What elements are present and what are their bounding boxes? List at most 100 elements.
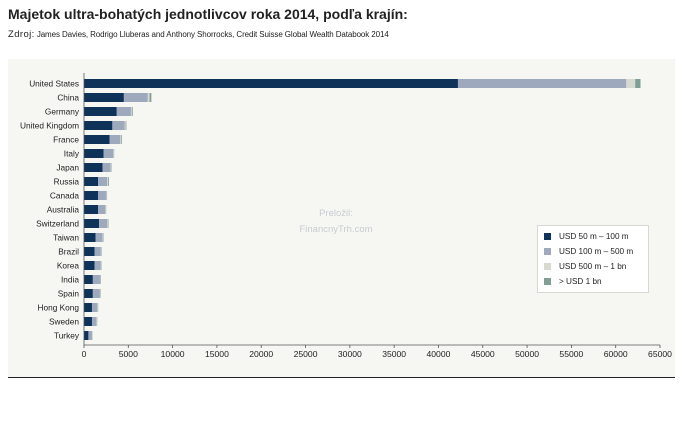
category-label-sweden: Sweden	[49, 317, 79, 327]
bar-spain-usd-50-m-100-m	[84, 289, 93, 298]
bar-china-usd-1-bn	[149, 93, 152, 102]
bar-korea-usd-100-m-500-m	[94, 261, 101, 270]
bar-korea-usd-50-m-100-m	[84, 261, 95, 270]
bar-china-usd-100-m-500-m	[123, 93, 148, 102]
bar-india-usd-1-bn	[100, 275, 101, 284]
category-label-canada: Canada	[50, 191, 79, 201]
bar-united-states-usd-500-m-1-bn	[626, 79, 636, 88]
category-label-australia: Australia	[47, 205, 80, 215]
bar-india-usd-100-m-500-m	[92, 275, 100, 284]
bar-spain-usd-100-m-500-m	[92, 289, 100, 298]
legend-label: USD 100 m – 500 m	[559, 247, 634, 256]
chart-legend: USD 50 m – 100 m USD 100 m – 500 m USD 500…	[537, 225, 649, 293]
bar-russia-usd-1-bn	[107, 177, 109, 186]
bar-switzerland-usd-100-m-500-m	[99, 219, 108, 228]
bar-russia-usd-50-m-100-m	[84, 177, 99, 186]
x-tick-label: 30000	[338, 349, 362, 359]
bar-united-states-usd-50-m-100-m	[84, 79, 458, 88]
category-label-india: India	[61, 275, 79, 285]
legend-label: > USD 1 bn	[559, 277, 602, 286]
bar-france-usd-100-m-500-m	[109, 135, 121, 144]
legend-item-usd-500-m-1-bn: USD 500 m – 1 bn	[544, 261, 626, 272]
bar-japan-usd-100-m-500-m	[102, 163, 111, 172]
legend-item-usd-50-m-100-m: USD 50 m – 100 m	[544, 231, 629, 242]
category-label-korea: Korea	[57, 261, 80, 271]
bottom-rule	[8, 377, 675, 378]
category-label-hong-kong: Hong Kong	[37, 303, 79, 313]
chart-source: Zdroj: James Davies, Rodrigo Lluberas an…	[8, 29, 389, 40]
category-label-china: China	[57, 93, 79, 103]
bar-united-kingdom-usd-1-bn	[125, 121, 127, 130]
bar-hong-kong-usd-50-m-100-m	[84, 303, 92, 312]
bar-switzerland-usd-50-m-100-m	[84, 219, 100, 228]
watermark-line-2: FinancnyTrh.com	[299, 224, 373, 235]
x-tick-label: 35000	[382, 349, 406, 359]
x-tick-label: 65000	[648, 349, 672, 359]
bar-russia-usd-500-m-1-bn	[107, 177, 108, 186]
bar-china-usd-500-m-1-bn	[147, 93, 150, 102]
bar-united-states-usd-100-m-500-m	[457, 79, 627, 88]
x-tick-label: 25000	[294, 349, 318, 359]
x-tick-label: 50000	[515, 349, 539, 359]
bar-taiwan-usd-50-m-100-m	[84, 233, 96, 242]
legend-label: USD 500 m – 1 bn	[559, 262, 627, 271]
bar-united-kingdom-usd-50-m-100-m	[84, 121, 113, 130]
bar-france-usd-1-bn	[121, 135, 122, 144]
bar-taiwan-usd-100-m-500-m	[95, 233, 103, 242]
bar-australia-usd-50-m-100-m	[84, 205, 99, 214]
bar-turkey-usd-50-m-100-m	[84, 331, 89, 340]
bar-japan-usd-50-m-100-m	[84, 163, 103, 172]
source-text: James Davies, Rodrigo Lluberas and Antho…	[36, 30, 389, 39]
category-label-russia: Russia	[54, 177, 80, 187]
x-tick-label: 40000	[427, 349, 451, 359]
category-label-switzerland: Switzerland	[36, 219, 79, 229]
category-label-brazil: Brazil	[58, 247, 79, 257]
bar-turkey-usd-100-m-500-m	[88, 331, 92, 340]
bar-france-usd-500-m-1-bn	[120, 135, 122, 144]
bar-russia-usd-100-m-500-m	[98, 177, 108, 186]
bar-germany-usd-500-m-1-bn	[130, 107, 132, 116]
category-label-france: France	[53, 135, 79, 145]
bar-brazil-usd-100-m-500-m	[94, 247, 101, 256]
legend-swatch	[544, 233, 551, 240]
x-tick-label: 5000	[119, 349, 138, 359]
category-label-united-kingdom: United Kingdom	[20, 121, 79, 131]
x-tick-label: 15000	[205, 349, 229, 359]
source-prefix: Zdroj:	[8, 29, 35, 40]
category-label-turkey: Turkey	[54, 331, 80, 341]
legend-label: USD 50 m – 100 m	[559, 232, 629, 241]
category-label-spain: Spain	[58, 289, 80, 299]
legend-item-usd-100-m-500-m: USD 100 m – 500 m	[544, 246, 633, 257]
bar-united-kingdom-usd-100-m-500-m	[112, 121, 125, 130]
bar-france-usd-50-m-100-m	[84, 135, 110, 144]
category-label-united-states: United States	[29, 79, 79, 89]
category-label-japan: Japan	[56, 163, 79, 173]
bar-united-states-usd-1-bn	[635, 79, 641, 88]
bar-china-usd-50-m-100-m	[84, 93, 124, 102]
x-tick-label: 0	[82, 349, 87, 359]
watermark: Preložil: FinancnyTrh.com	[286, 206, 386, 238]
bar-sweden-usd-50-m-100-m	[84, 317, 92, 326]
bar-germany-usd-50-m-100-m	[84, 107, 117, 116]
legend-swatch	[544, 278, 551, 285]
x-tick-label: 60000	[604, 349, 628, 359]
bar-switzerland-usd-1-bn	[107, 219, 109, 228]
bar-germany-usd-1-bn	[131, 107, 133, 116]
x-tick-label: 10000	[161, 349, 185, 359]
legend-item-usd-1-bn: > USD 1 bn	[544, 276, 602, 287]
category-label-germany: Germany	[45, 107, 80, 117]
legend-swatch	[544, 248, 551, 255]
bar-italy-usd-100-m-500-m	[103, 149, 114, 158]
category-label-italy: Italy	[64, 149, 80, 159]
legend-swatch	[544, 263, 551, 270]
watermark-line-1: Preložil:	[319, 208, 353, 219]
bar-canada-usd-50-m-100-m	[84, 191, 99, 200]
x-tick-label: 20000	[249, 349, 273, 359]
bar-germany-usd-100-m-500-m	[116, 107, 131, 116]
bar-canada-usd-100-m-500-m	[98, 191, 107, 200]
bar-switzerland-usd-500-m-1-bn	[107, 219, 108, 228]
bar-sweden-usd-100-m-500-m	[91, 317, 97, 326]
bar-hong-kong-usd-100-m-500-m	[91, 303, 98, 312]
chart-title: Majetok ultra-bohatých jednotlivcov roka…	[8, 6, 408, 22]
